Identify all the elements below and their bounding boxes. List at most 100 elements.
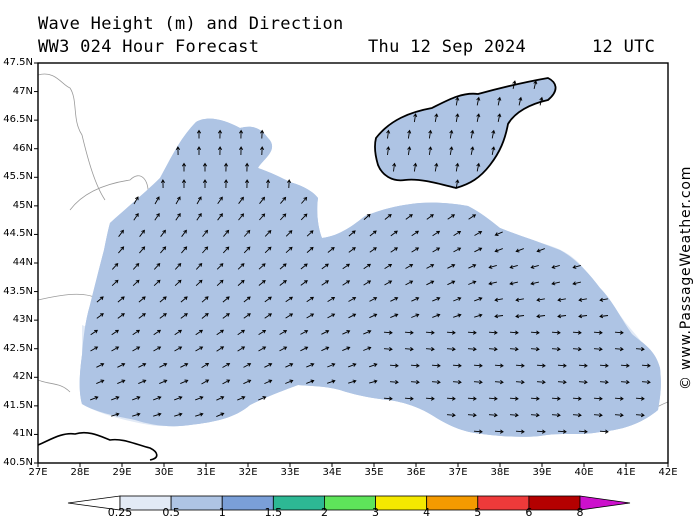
direction-arrow: [494, 363, 504, 368]
direction-arrow: [476, 162, 481, 172]
direction-arrow: [384, 213, 392, 220]
direction-arrow: [153, 346, 162, 352]
direction-arrow: [223, 229, 230, 237]
direction-arrow: [392, 162, 397, 172]
direction-arrow: [488, 396, 498, 401]
direction-arrow: [195, 262, 203, 270]
direction-arrow: [153, 279, 161, 287]
direction-arrow: [390, 230, 398, 237]
direction-arrow: [180, 313, 188, 319]
direction-arrow: [635, 347, 645, 352]
direction-arrow: [195, 346, 204, 352]
direction-arrow: [473, 429, 483, 434]
lon-label: 34E: [322, 467, 342, 478]
direction-arrow: [572, 281, 582, 286]
direction-arrow: [222, 362, 231, 368]
direction-arrow: [641, 363, 651, 368]
lon-label: 33E: [280, 467, 300, 478]
direction-arrow: [476, 113, 481, 122]
direction-arrow: [474, 230, 483, 236]
direction-arrow: [279, 263, 287, 270]
direction-arrow: [117, 379, 126, 385]
direction-arrow: [195, 279, 203, 287]
direction-arrow: [216, 329, 225, 336]
direction-arrow: [530, 413, 540, 418]
direction-arrow: [488, 281, 498, 286]
direction-arrow: [536, 363, 546, 368]
direction-arrow: [118, 229, 124, 237]
direction-arrow: [259, 196, 266, 204]
direction-arrow: [557, 297, 566, 302]
direction-arrow: [578, 314, 588, 319]
direction-arrow: [300, 346, 309, 352]
direction-arrow: [306, 363, 315, 368]
direction-arrow: [238, 196, 244, 204]
direction-arrow: [536, 380, 546, 385]
direction-arrow: [132, 279, 140, 287]
direction-arrow: [432, 247, 441, 253]
direction-arrow: [201, 312, 209, 319]
direction-arrow: [348, 363, 357, 368]
direction-arrow: [153, 396, 162, 401]
model-label: WW3 024 Hour Forecast: [38, 37, 260, 57]
lon-label: 36E: [406, 467, 426, 478]
direction-arrow: [258, 396, 267, 401]
direction-arrow: [432, 297, 441, 302]
lon-label: 29E: [112, 467, 132, 478]
legend-colorbar: [67, 495, 631, 511]
direction-arrow: [470, 129, 475, 139]
direction-arrow: [237, 329, 246, 336]
direction-arrow: [280, 196, 287, 204]
direction-arrow: [153, 412, 162, 417]
direction-arrow: [258, 346, 267, 352]
direction-arrow: [201, 379, 210, 385]
direction-arrow: [536, 297, 545, 302]
direction-arrow: [488, 347, 498, 352]
direction-arrow: [515, 248, 524, 253]
direction-arrow: [363, 263, 372, 270]
direction-arrow: [474, 313, 483, 318]
direction-arrow: [641, 380, 651, 385]
direction-arrow: [614, 396, 624, 401]
direction-arrow: [530, 396, 540, 401]
direction-arrow: [243, 379, 252, 385]
time-label: 12 UTC: [592, 37, 656, 57]
direction-arrow: [217, 146, 223, 156]
direction-arrow: [132, 329, 141, 336]
direction-arrow: [557, 363, 567, 368]
direction-arrow: [635, 413, 645, 418]
direction-arrow: [258, 329, 267, 335]
direction-arrow: [174, 279, 182, 287]
direction-arrow: [363, 213, 371, 220]
direction-arrow: [411, 247, 420, 253]
direction-arrow: [202, 229, 209, 237]
direction-arrow: [578, 380, 588, 385]
direction-arrow: [196, 196, 202, 205]
direction-arrow: [238, 213, 245, 221]
direction-arrow: [264, 229, 272, 237]
direction-arrow: [390, 313, 399, 319]
direction-arrow: [467, 347, 477, 352]
direction-arrow: [453, 297, 462, 302]
direction-arrow: [572, 396, 582, 401]
direction-arrow: [515, 380, 525, 385]
direction-arrow: [578, 363, 588, 368]
lat-label: 40.5N: [3, 457, 33, 468]
direction-arrow: [452, 380, 462, 385]
direction-arrow: [133, 196, 139, 205]
lat-label: 47.5N: [3, 57, 33, 68]
direction-arrow: [202, 246, 209, 254]
direction-arrow: [132, 412, 141, 417]
lat-label: 42.5N: [3, 342, 33, 354]
direction-arrow: [494, 231, 503, 236]
direction-arrow: [180, 362, 189, 368]
marmara-coast: [38, 431, 158, 461]
direction-arrow: [557, 314, 567, 319]
direction-arrow: [426, 263, 435, 269]
axis-ticks: [34, 62, 669, 467]
direction-arrow: [138, 296, 146, 303]
direction-arrow: [413, 113, 418, 123]
direction-arrow: [578, 429, 588, 434]
direction-arrow: [572, 347, 582, 352]
